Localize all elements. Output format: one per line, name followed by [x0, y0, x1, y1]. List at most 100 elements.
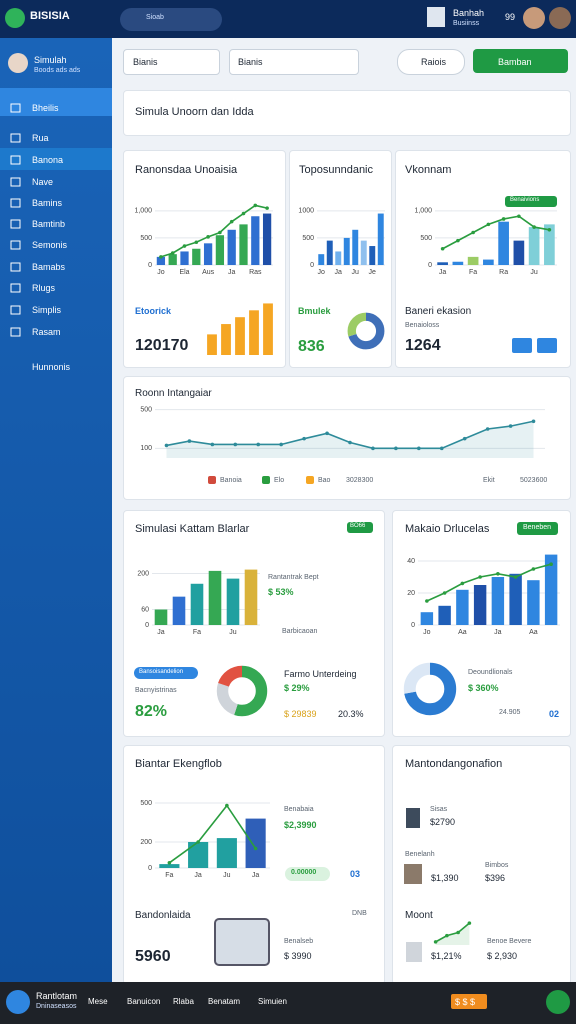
sidebar [0, 38, 112, 982]
tag: DNB [352, 910, 367, 917]
truck-icon [214, 918, 270, 966]
bar [227, 229, 236, 265]
bar [190, 583, 204, 625]
x-tick-label: Ja [439, 269, 447, 276]
card-title: Ranonsdaa Unoaisia [135, 164, 238, 176]
point [513, 575, 518, 579]
bar [154, 609, 168, 625]
bar [369, 246, 376, 265]
select[interactable] [123, 49, 220, 75]
y-tick-label: 200 [137, 570, 149, 577]
kpi-value: 5960 [135, 948, 171, 965]
point [440, 246, 445, 251]
line [168, 804, 257, 864]
top-bar [0, 0, 576, 38]
bar [159, 864, 180, 868]
item-value: $2790 [430, 817, 456, 827]
bar [249, 310, 259, 355]
bar [262, 213, 272, 265]
point [456, 930, 460, 935]
legend-value: $ 53% [268, 587, 294, 597]
y-tick-label: 0 [145, 622, 149, 629]
bar [438, 605, 451, 625]
bar [420, 612, 434, 625]
bar [326, 240, 333, 265]
primary-button[interactable] [473, 49, 568, 73]
x-tick-label: Ju [223, 872, 231, 879]
active-item[interactable] [0, 148, 112, 170]
point [531, 419, 536, 424]
bar [208, 570, 222, 625]
icon [406, 942, 422, 962]
bar [215, 235, 225, 265]
button[interactable] [537, 338, 557, 353]
point [241, 211, 246, 216]
y-tick-label: 0 [411, 622, 415, 629]
y-tick-label: 0 [310, 262, 314, 269]
menu-item: Rasam [32, 327, 61, 337]
kpi-label: Bmulek [298, 306, 331, 316]
bar [216, 838, 237, 868]
menu-item: Banona [32, 155, 64, 165]
bar [172, 596, 186, 625]
bar [456, 589, 469, 625]
menu-item: Bamtinb [32, 219, 66, 229]
x-tick-label: Ra [499, 269, 508, 276]
card-title: Simulasi Kattam Blarlar [135, 523, 250, 535]
menu-icon [10, 198, 21, 208]
menu-icon [10, 133, 21, 143]
avatar[interactable] [549, 7, 571, 29]
right-label: Benabaia [284, 806, 314, 813]
bar [251, 216, 260, 265]
bar [207, 334, 217, 355]
bar [360, 240, 367, 265]
kpi-sub: Benaioloss [405, 322, 440, 329]
menu-icon [10, 283, 21, 293]
bar [498, 221, 509, 265]
chat-button[interactable] [546, 990, 570, 1014]
badge [451, 994, 487, 1009]
y-tick-label: 0 [148, 262, 152, 269]
donut-segment [216, 665, 268, 717]
y-tick-label: 500 [140, 235, 152, 242]
card [123, 376, 571, 500]
bar [263, 303, 273, 355]
bar [168, 254, 177, 265]
search-box[interactable] [120, 8, 222, 31]
pill-text: 03 [350, 869, 361, 879]
legend-label: Rantantrak Bept [268, 574, 319, 581]
point [433, 940, 438, 944]
bar [235, 317, 245, 355]
logo [5, 8, 25, 28]
x-tick-label: Jo [157, 269, 165, 276]
point [371, 446, 375, 451]
profile-name: Simulah [34, 55, 67, 65]
badge-text: $ $ $ [455, 997, 476, 1007]
menu-item: Simplis [32, 305, 62, 315]
card-title: Vkonnam [405, 164, 452, 176]
card [395, 150, 571, 368]
line [426, 563, 552, 602]
search-field[interactable] [397, 49, 465, 75]
select[interactable] [229, 49, 359, 75]
point [547, 227, 552, 232]
point [462, 436, 467, 441]
button[interactable] [512, 338, 532, 353]
point [348, 440, 352, 445]
avatar[interactable] [523, 7, 545, 29]
select-text: Bianis [238, 57, 263, 67]
active-item[interactable] [0, 88, 112, 116]
footer-link: Benatam [208, 997, 241, 1006]
line [160, 204, 268, 258]
kpi-label: Etoorick [135, 306, 172, 316]
right-pct: 20.3% [338, 709, 364, 719]
x-tick-label: Ela [179, 269, 189, 276]
pill [285, 867, 330, 881]
point [225, 803, 229, 808]
bar [244, 569, 258, 625]
menu-item: Nave [32, 177, 54, 187]
avatar[interactable] [427, 7, 445, 27]
kpi-value: 836 [298, 338, 325, 355]
